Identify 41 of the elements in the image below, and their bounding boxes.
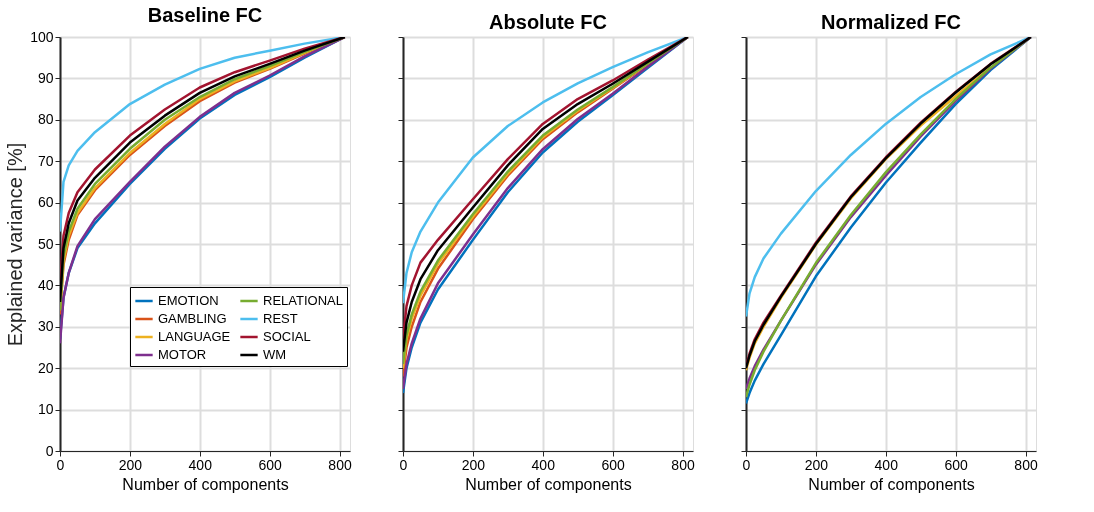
x-tick-label: 200 [461, 456, 486, 473]
x-tick-label: 800 [1014, 456, 1038, 473]
y-tick-label: 20 [37, 359, 54, 376]
x-tick-label: 0 [742, 456, 751, 473]
y-tick-label: 10 [37, 401, 54, 418]
legend-label: WM [263, 347, 287, 362]
x-tick-label: 200 [118, 456, 143, 473]
chart-title: Absolute FC [489, 10, 607, 33]
x-axis-title: Number of components [122, 475, 289, 493]
x-tick-label: 600 [601, 456, 626, 473]
x-axis-title: Number of components [808, 475, 975, 493]
y-axis-title: Explained variance [%] [4, 142, 27, 347]
y-tick-label: 30 [37, 318, 54, 335]
legend-label: REST [263, 311, 298, 326]
x-axis-title: Number of components [465, 475, 632, 493]
y-tick-label: 80 [37, 111, 54, 128]
x-tick-label: 400 [531, 456, 556, 473]
y-tick-label: 100 [30, 28, 54, 45]
legend-label: GAMBLING [158, 311, 227, 326]
x-tick-label: 0 [56, 456, 65, 473]
legend-label: MOTOR [158, 347, 207, 362]
legend-label: EMOTION [158, 293, 219, 308]
x-tick-label: 400 [874, 456, 899, 473]
y-tick-label: 40 [37, 276, 54, 293]
y-tick-label: 0 [45, 442, 54, 459]
x-tick-label: 400 [188, 456, 213, 473]
chart-title: Baseline FC [147, 4, 263, 26]
legend-label: RELATIONAL [263, 293, 343, 308]
y-tick-label: 70 [37, 152, 54, 169]
x-tick-label: 0 [399, 456, 408, 473]
x-tick-label: 600 [944, 456, 969, 473]
x-tick-label: 800 [671, 456, 695, 473]
y-tick-label: 60 [37, 194, 54, 211]
x-tick-label: 800 [328, 456, 352, 473]
x-tick-label: 600 [258, 456, 283, 473]
y-tick-label: 90 [37, 69, 54, 86]
legend-label: LANGUAGE [158, 329, 231, 344]
legend-label: SOCIAL [263, 329, 311, 344]
y-tick-label: 50 [37, 235, 54, 252]
chart-title: Normalized FC [820, 10, 962, 33]
x-tick-label: 200 [804, 456, 829, 473]
